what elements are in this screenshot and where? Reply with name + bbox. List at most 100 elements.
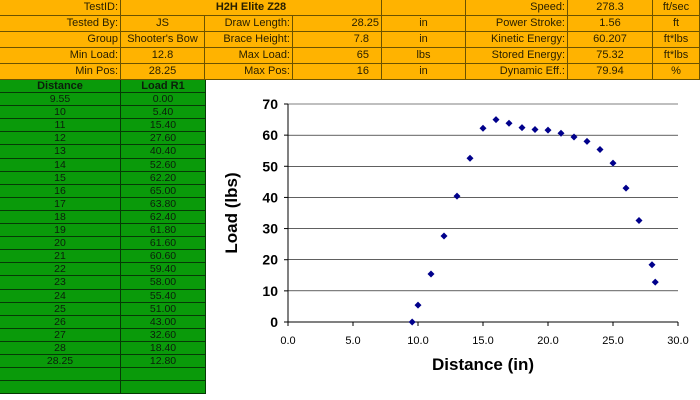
group-label: Group (0, 32, 121, 48)
load-cell[interactable]: 55.40 (121, 289, 206, 303)
distance-cell[interactable] (0, 381, 121, 395)
load-cell[interactable]: 58.00 (121, 276, 206, 290)
distance-cell[interactable]: 27 (0, 328, 121, 342)
x-tick-label: 10.0 (407, 335, 428, 347)
stored-energy-value[interactable]: 75.32 (568, 48, 653, 64)
min-pos-label: Min Pos: (0, 64, 121, 80)
tested-by-value[interactable]: JS (121, 16, 205, 32)
load-cell[interactable]: 60.60 (121, 250, 206, 264)
data-point (531, 126, 539, 134)
speed-unit: ft/sec (653, 0, 700, 16)
load-cell[interactable]: 32.60 (121, 328, 206, 342)
min-load-value[interactable]: 12.8 (121, 48, 205, 64)
max-pos-value[interactable]: 16 (293, 64, 382, 80)
table-row: 14 52.60 (0, 158, 206, 172)
min-pos-value[interactable]: 28.25 (121, 64, 205, 80)
load-cell[interactable]: 27.60 (121, 132, 206, 146)
distance-cell[interactable] (0, 368, 121, 382)
data-point (570, 133, 578, 141)
load-cell[interactable]: 59.40 (121, 263, 206, 277)
group-value[interactable]: Shooter's Bow (121, 32, 205, 48)
data-point (427, 270, 435, 278)
load-cell[interactable]: 0.00 (121, 93, 206, 107)
x-tick-label: 25.0 (602, 335, 623, 347)
data-point (505, 119, 513, 127)
speed-label: Speed: (466, 0, 568, 16)
power-stroke-value[interactable]: 1.56 (568, 16, 653, 32)
x-tick-label: 30.0 (667, 335, 688, 347)
distance-cell[interactable]: 15 (0, 171, 121, 185)
distance-cell[interactable]: 12 (0, 132, 121, 146)
data-point (557, 129, 565, 137)
power-stroke-label: Power Stroke: (466, 16, 568, 32)
data-point (651, 278, 659, 286)
load-cell[interactable]: 63.80 (121, 197, 206, 211)
distance-cell[interactable]: 16 (0, 184, 121, 198)
distance-cell[interactable]: 21 (0, 250, 121, 264)
column-header-load[interactable]: Load R1 (121, 80, 206, 94)
distance-cell[interactable]: 18 (0, 210, 121, 225)
dynamic-eff-value[interactable]: 79.94 (568, 64, 653, 80)
distance-cell[interactable]: 23 (0, 276, 121, 290)
empty-cell[interactable] (382, 0, 466, 16)
distance-cell[interactable]: 17 (0, 197, 121, 211)
load-cell[interactable]: 65.00 (121, 184, 206, 198)
distance-cell[interactable]: 25 (0, 302, 121, 316)
load-cell[interactable]: 43.00 (121, 315, 206, 329)
max-load-value[interactable]: 65 (293, 48, 382, 64)
y-tick-label: 20 (262, 252, 278, 268)
data-point (492, 116, 500, 124)
load-cell[interactable]: 62.20 (121, 171, 206, 185)
distance-cell[interactable]: 19 (0, 224, 121, 238)
table-row: 12 27.60 (0, 132, 206, 146)
data-point (635, 216, 643, 224)
draw-length-unit: in (382, 16, 466, 32)
distance-cell[interactable]: 24 (0, 289, 121, 303)
table-row: 17 63.80 (0, 197, 206, 211)
load-cell[interactable]: 61.80 (121, 224, 206, 238)
data-point (518, 124, 526, 132)
distance-cell[interactable]: 26 (0, 315, 121, 329)
test-id-label: TestID: (0, 0, 121, 16)
distance-cell[interactable]: 10 (0, 106, 121, 120)
brace-height-value[interactable]: 7.8 (293, 32, 382, 48)
distance-cell[interactable]: 14 (0, 158, 121, 172)
load-cell[interactable]: 12.80 (121, 354, 206, 369)
table-row: 25 51.00 (0, 302, 206, 316)
distance-cell[interactable]: 13 (0, 145, 121, 159)
distance-cell[interactable]: 11 (0, 119, 121, 133)
stored-energy-unit: ft*lbs (653, 48, 700, 64)
load-cell[interactable]: 62.40 (121, 210, 206, 225)
distance-cell[interactable]: 20 (0, 237, 121, 251)
data-point (479, 124, 487, 132)
load-cell[interactable]: 5.40 (121, 106, 206, 120)
data-point (544, 126, 552, 134)
load-cell[interactable] (121, 381, 206, 395)
distance-cell[interactable]: 28.25 (0, 354, 121, 369)
distance-cell[interactable]: 22 (0, 263, 121, 277)
table-row: 28 18.40 (0, 341, 206, 355)
y-tick-label: 70 (262, 96, 278, 112)
load-cell[interactable]: 18.40 (121, 341, 206, 355)
draw-length-value[interactable]: 28.25 (293, 16, 382, 32)
table-row: 27 32.60 (0, 328, 206, 342)
load-cell[interactable]: 52.60 (121, 158, 206, 172)
column-header-distance[interactable]: Distance (0, 80, 121, 94)
kinetic-energy-value[interactable]: 60.207 (568, 32, 653, 48)
load-cell[interactable] (121, 368, 206, 382)
table-row: 10 5.40 (0, 106, 206, 120)
data-point (440, 232, 448, 240)
load-cell[interactable]: 61.60 (121, 237, 206, 251)
speed-value[interactable]: 278.3 (568, 0, 653, 16)
table-row (0, 381, 206, 395)
distance-cell[interactable]: 28 (0, 341, 121, 355)
x-tick-label: 20.0 (537, 335, 558, 347)
load-cell[interactable]: 15.40 (121, 119, 206, 133)
table-row: 22 59.40 (0, 263, 206, 277)
summary-header: TestID: H2H Elite Z28 Speed: 278.3 ft/se… (0, 0, 700, 80)
load-cell[interactable]: 40.40 (121, 145, 206, 159)
distance-cell[interactable]: 9.55 (0, 93, 121, 107)
test-id-value[interactable]: H2H Elite Z28 (121, 0, 382, 16)
table-row: 28.25 12.80 (0, 354, 206, 369)
load-cell[interactable]: 51.00 (121, 302, 206, 316)
